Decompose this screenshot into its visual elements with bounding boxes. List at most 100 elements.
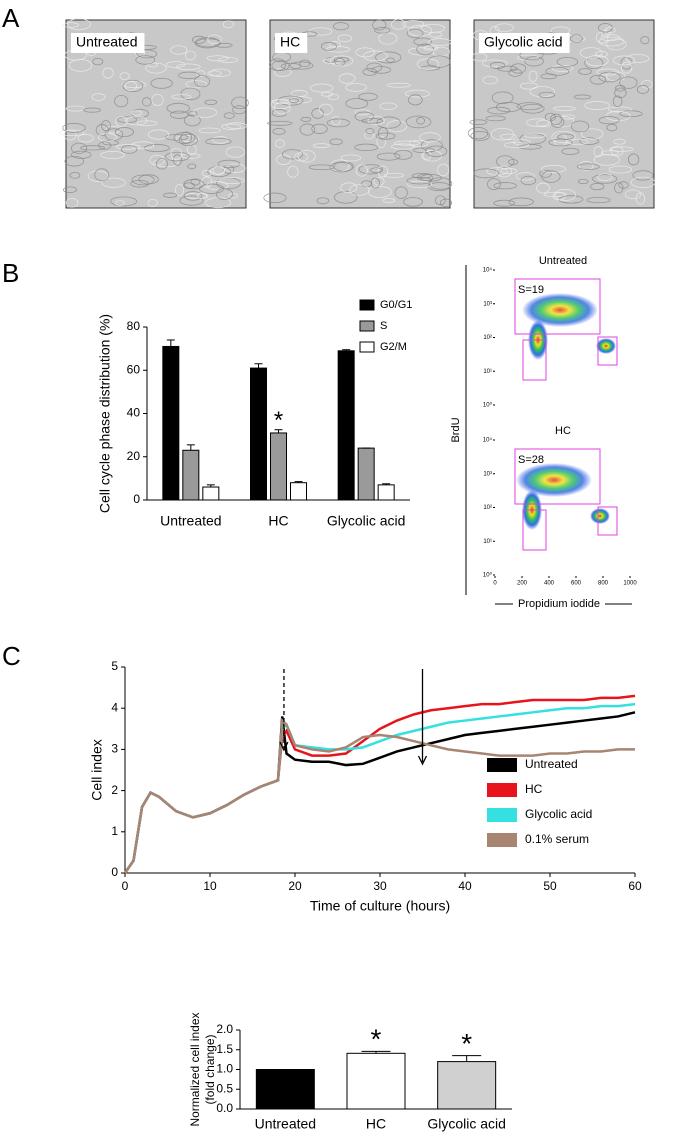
bar: [250, 367, 267, 501]
gate-label: S=28: [518, 454, 544, 466]
cell-texture: [131, 141, 155, 150]
cell-texture: [618, 181, 629, 189]
cell-texture: [377, 165, 389, 178]
cell-texture: [394, 140, 421, 146]
cell-texture: [115, 144, 141, 150]
legend-label: S: [380, 320, 387, 332]
cell-texture: [333, 57, 350, 63]
cell-texture: [554, 188, 576, 202]
cell-texture: [180, 87, 201, 101]
cell-texture: [62, 22, 79, 28]
panel-label: A: [2, 3, 20, 33]
cell-texture: [164, 133, 189, 141]
cell-texture: [318, 103, 333, 115]
micrograph-label: Glycolic acid: [484, 34, 563, 50]
cell-texture: [640, 79, 653, 89]
cell-texture: [130, 179, 150, 188]
cell-texture: [496, 165, 512, 178]
y-tick-label: 10³: [483, 471, 492, 477]
cell-texture: [503, 141, 530, 149]
cell-texture: [308, 164, 335, 171]
cell-texture: [541, 170, 561, 183]
cell-texture: [519, 82, 539, 90]
cell-texture: [165, 61, 186, 68]
cell-texture: [180, 131, 193, 144]
cell-texture: [508, 159, 519, 165]
cell-texture: [494, 23, 514, 32]
panel-label: C: [2, 641, 21, 671]
cell-texture: [115, 116, 128, 127]
cell-texture: [87, 170, 109, 182]
cell-texture: [179, 195, 204, 206]
legend-label: G2/M: [380, 341, 407, 353]
cell-texture: [570, 120, 590, 133]
arrow: [279, 669, 289, 752]
cell-texture: [636, 85, 649, 94]
cell-texture: [100, 150, 126, 159]
cell-texture: [386, 120, 407, 133]
cell-texture: [482, 75, 498, 85]
cell-texture: [607, 106, 633, 113]
cell-texture: [65, 197, 79, 208]
cell-texture: [408, 139, 429, 148]
cell-texture: [349, 184, 370, 196]
cell-texture: [372, 19, 387, 31]
error-bar: [452, 1055, 482, 1062]
cell-texture: [358, 164, 383, 175]
y-axis-label: BrdU: [450, 417, 462, 442]
cell-texture: [289, 61, 314, 70]
cell-texture: [612, 95, 623, 107]
cell-texture: [71, 142, 88, 154]
cell-texture: [407, 94, 423, 106]
cell-texture: [328, 41, 341, 48]
error-bar: [274, 429, 283, 433]
cell-texture: [172, 154, 182, 166]
cell-texture: [365, 128, 375, 134]
cell-texture: [169, 110, 189, 119]
cell-texture: [232, 105, 246, 115]
cell-texture: [403, 197, 423, 207]
cell-texture: [297, 149, 316, 163]
cell-texture: [218, 177, 245, 185]
cell-texture: [316, 197, 330, 205]
cell-texture: [326, 118, 351, 128]
gate: [522, 339, 547, 381]
cell-texture: [375, 132, 396, 140]
cell-texture: [597, 173, 613, 182]
legend-label: G0/G1: [380, 299, 412, 311]
cell-texture: [500, 167, 518, 174]
gate: [597, 336, 618, 366]
arrow: [417, 669, 428, 766]
x-tick-label: 1000: [623, 581, 637, 587]
cell-texture: [71, 150, 92, 159]
plot-title: HC: [555, 425, 571, 437]
bar: [357, 447, 375, 501]
y-tick-label: 10⁴: [483, 437, 493, 444]
cell-texture: [404, 89, 431, 98]
cell-texture: [375, 51, 402, 64]
cell-texture: [222, 20, 234, 29]
cell-texture: [590, 182, 605, 191]
legend-swatch: [487, 808, 517, 822]
cell-texture: [102, 67, 114, 79]
cell-texture: [354, 109, 371, 116]
cell-texture: [271, 60, 290, 72]
x-tick-label: 30: [373, 879, 387, 893]
cell-texture: [496, 155, 515, 168]
cell-texture: [420, 139, 443, 152]
cell-texture: [228, 193, 239, 199]
x-tick-label: 200: [517, 581, 528, 587]
y-axis-label: (fold change): [203, 1034, 217, 1104]
bar: [337, 350, 355, 501]
cell-texture: [416, 58, 440, 70]
cell-texture: [288, 98, 299, 104]
cell-texture: [194, 75, 211, 88]
cell-texture: [175, 63, 201, 71]
cell-texture: [620, 61, 633, 74]
cell-texture: [58, 129, 85, 137]
x-tick-label: 20: [288, 879, 302, 893]
cell-texture: [490, 61, 506, 70]
cell-texture: [379, 102, 398, 111]
cell-texture: [493, 199, 516, 207]
y-tick-label: 60: [127, 362, 141, 376]
